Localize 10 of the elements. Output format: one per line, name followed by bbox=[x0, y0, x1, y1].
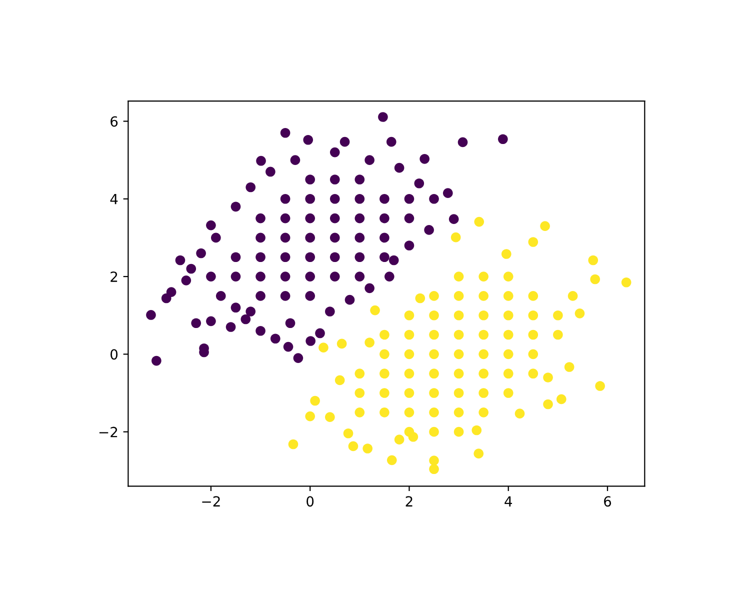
x-tick-label: −2 bbox=[202, 496, 220, 506]
y-tick-label: 6 bbox=[110, 116, 118, 127]
x-tick-label: 4 bbox=[504, 496, 512, 506]
x-tick-label: 0 bbox=[306, 496, 314, 507]
y-tick-label: 4 bbox=[110, 194, 118, 204]
y-tick-label: 0 bbox=[110, 349, 118, 360]
y-tick-label: 2 bbox=[110, 272, 118, 282]
x-tick-label: 6 bbox=[604, 496, 612, 507]
x-tick-label: 2 bbox=[406, 496, 412, 506]
y-tick-label: −2 bbox=[99, 426, 118, 438]
